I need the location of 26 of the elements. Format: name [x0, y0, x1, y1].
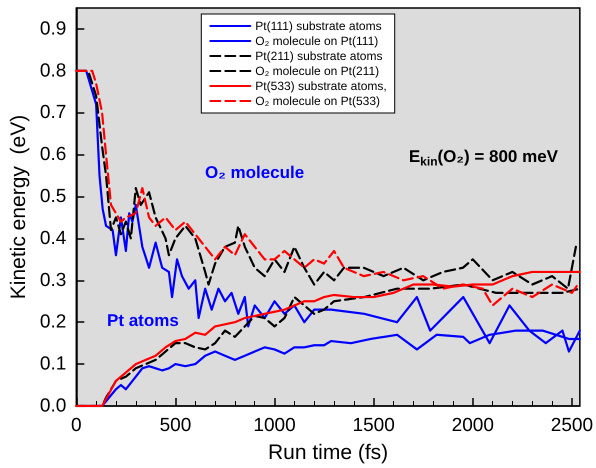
- y-tick-label: 0.5: [40, 186, 66, 208]
- legend-label: Pt(111) substrate atoms: [255, 19, 382, 33]
- annotation: Pt atoms: [107, 311, 179, 330]
- x-tick-label: 2000: [452, 415, 494, 436]
- annotation: O₂ molecule: [205, 163, 304, 182]
- x-tick-label: 1500: [352, 415, 395, 436]
- legend-label: O₂ molecule on Pt(111): [255, 34, 378, 48]
- y-tick-label: 0.7: [40, 102, 66, 124]
- y-tick-label: 0.2: [40, 312, 66, 333]
- y-tick-label: 0.4: [40, 228, 67, 249]
- y-tick-label: 0.3: [40, 270, 66, 291]
- legend-label: Pt(533) substrate atoms,: [255, 79, 387, 93]
- legend-label: O₂ molecule on Pt(211): [255, 64, 380, 78]
- y-tick-label: 0.0: [40, 396, 66, 416]
- legend-label: O₂ molecule on Pt(533): [255, 94, 380, 108]
- x-tick-label: 2500: [550, 415, 594, 436]
- x-tick-label: 0: [71, 415, 82, 436]
- y-tick-label: 0.1: [40, 354, 66, 375]
- x-axis-title: Run time (fs): [268, 441, 388, 464]
- x-tick-label: 1000: [253, 415, 296, 436]
- y-tick-label: 0.6: [40, 144, 66, 166]
- y-axis-title: Kinetic energy (eV): [7, 114, 30, 300]
- x-tick-label: 500: [160, 415, 192, 436]
- y-tick-label: 0.9: [40, 18, 66, 40]
- y-tick-label: 0.8: [40, 60, 66, 82]
- legend-label: Pt(211) substrate atoms: [255, 49, 382, 63]
